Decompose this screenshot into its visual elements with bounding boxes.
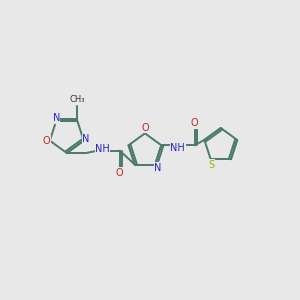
Text: NH: NH bbox=[170, 143, 185, 153]
Text: S: S bbox=[208, 160, 214, 170]
Text: O: O bbox=[191, 118, 198, 128]
Text: NH: NH bbox=[95, 144, 110, 154]
Text: O: O bbox=[42, 136, 50, 146]
Text: N: N bbox=[52, 113, 60, 123]
Text: N: N bbox=[154, 163, 162, 172]
Text: O: O bbox=[116, 168, 124, 178]
Text: N: N bbox=[82, 134, 90, 144]
Text: O: O bbox=[141, 123, 149, 133]
Text: CH₃: CH₃ bbox=[70, 95, 85, 104]
